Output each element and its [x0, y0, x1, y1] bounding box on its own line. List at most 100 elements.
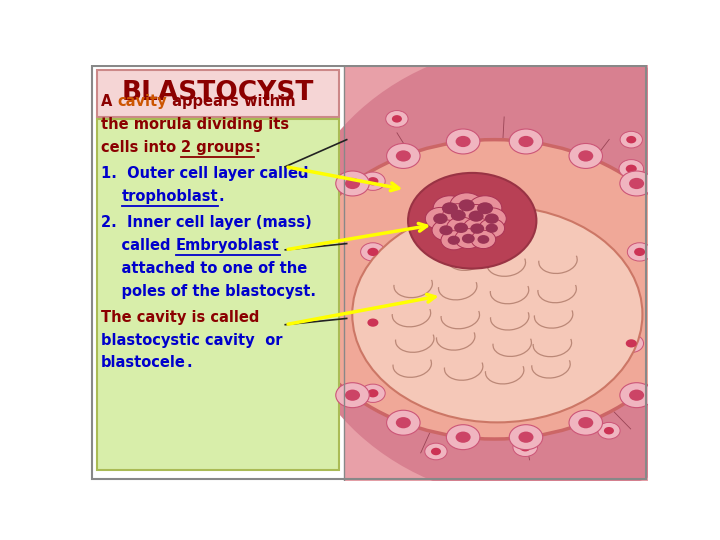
Circle shape: [629, 389, 644, 401]
Circle shape: [477, 235, 490, 244]
Circle shape: [619, 160, 644, 178]
Circle shape: [426, 207, 456, 230]
Circle shape: [367, 319, 379, 327]
Text: 2 groups: 2 groups: [181, 140, 254, 154]
Circle shape: [666, 216, 681, 227]
Circle shape: [433, 196, 467, 221]
Circle shape: [345, 389, 360, 401]
Circle shape: [626, 136, 636, 144]
Text: .: .: [186, 355, 192, 370]
Text: called: called: [101, 238, 176, 253]
Circle shape: [361, 384, 385, 402]
Circle shape: [387, 144, 420, 168]
Text: cells into: cells into: [101, 140, 181, 154]
Circle shape: [408, 173, 536, 268]
Text: The cavity is called: The cavity is called: [101, 310, 259, 325]
Circle shape: [518, 136, 534, 147]
Text: 1.  Outer cell layer called: 1. Outer cell layer called: [101, 166, 309, 181]
Text: attached to one of the: attached to one of the: [101, 261, 307, 275]
Circle shape: [294, 140, 696, 439]
Circle shape: [634, 248, 645, 256]
Circle shape: [627, 243, 652, 261]
Circle shape: [443, 204, 474, 227]
Circle shape: [619, 334, 644, 353]
Circle shape: [392, 115, 402, 123]
Circle shape: [367, 389, 379, 397]
Circle shape: [431, 448, 441, 455]
Circle shape: [620, 171, 653, 196]
Circle shape: [425, 443, 447, 460]
Text: poles of the blastocyst.: poles of the blastocyst.: [101, 284, 316, 299]
Circle shape: [336, 383, 369, 408]
Circle shape: [479, 219, 505, 238]
Circle shape: [485, 224, 498, 233]
Circle shape: [455, 228, 482, 248]
Text: A: A: [101, 94, 117, 109]
Circle shape: [396, 150, 411, 161]
Text: appears within: appears within: [167, 94, 296, 109]
Circle shape: [470, 224, 485, 234]
Circle shape: [569, 144, 603, 168]
FancyBboxPatch shape: [96, 119, 339, 470]
Circle shape: [442, 202, 458, 214]
Text: blastocystic cavity: blastocystic cavity: [101, 333, 255, 348]
Text: blastocele: blastocele: [101, 355, 186, 370]
Circle shape: [446, 424, 480, 450]
Circle shape: [620, 383, 653, 408]
Circle shape: [509, 424, 543, 450]
Circle shape: [520, 443, 531, 451]
Circle shape: [657, 345, 690, 370]
Circle shape: [451, 210, 466, 221]
Circle shape: [518, 431, 534, 443]
Text: .: .: [218, 188, 224, 204]
Text: :: :: [254, 140, 260, 154]
Circle shape: [569, 410, 603, 435]
Bar: [344, 65, 648, 481]
Circle shape: [361, 243, 385, 261]
Circle shape: [578, 150, 593, 161]
Text: 2.  Inner cell layer (mass): 2. Inner cell layer (mass): [101, 215, 312, 230]
Circle shape: [456, 136, 471, 147]
Circle shape: [676, 300, 710, 325]
Circle shape: [387, 410, 420, 435]
Circle shape: [469, 211, 484, 222]
Circle shape: [604, 427, 614, 435]
Circle shape: [629, 178, 644, 189]
Circle shape: [471, 230, 495, 248]
Circle shape: [361, 313, 385, 332]
Circle shape: [459, 199, 474, 211]
FancyBboxPatch shape: [96, 70, 339, 117]
Circle shape: [352, 206, 642, 422]
Circle shape: [676, 253, 710, 279]
Circle shape: [345, 178, 360, 189]
Text: BLASTOCYST: BLASTOCYST: [122, 80, 314, 106]
Text: cavity: cavity: [117, 94, 167, 109]
Circle shape: [456, 431, 471, 443]
Circle shape: [685, 307, 701, 319]
Circle shape: [432, 220, 460, 241]
Circle shape: [336, 171, 369, 196]
Circle shape: [685, 260, 701, 272]
Circle shape: [448, 235, 460, 245]
Circle shape: [620, 131, 642, 148]
Circle shape: [396, 417, 411, 428]
Circle shape: [439, 225, 453, 235]
Circle shape: [468, 196, 502, 221]
Circle shape: [450, 193, 483, 218]
Ellipse shape: [285, 44, 720, 501]
Circle shape: [461, 205, 492, 228]
Text: Embryoblast: Embryoblast: [176, 238, 279, 253]
Circle shape: [446, 217, 476, 239]
Text: trophoblast: trophoblast: [122, 188, 218, 204]
Circle shape: [578, 417, 593, 428]
Circle shape: [477, 202, 493, 214]
Text: the morula dividing its: the morula dividing its: [101, 117, 289, 132]
Circle shape: [626, 339, 636, 348]
Circle shape: [361, 172, 385, 191]
Circle shape: [454, 222, 468, 233]
Circle shape: [477, 208, 506, 230]
Circle shape: [657, 209, 690, 234]
Circle shape: [462, 234, 474, 244]
Circle shape: [386, 111, 408, 127]
Circle shape: [446, 129, 480, 154]
